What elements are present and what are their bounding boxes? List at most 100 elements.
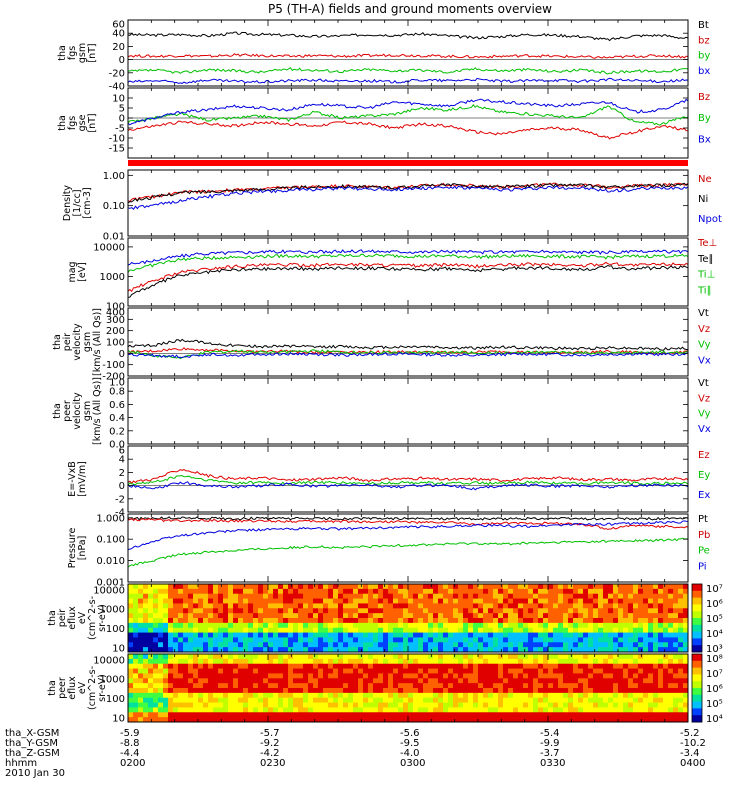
spectrogram-cell (148, 588, 154, 595)
spectrogram-cell (458, 707, 464, 713)
spectrogram-cell (463, 692, 469, 699)
spectrogram-cell (188, 702, 194, 708)
spectrogram-cell (238, 712, 244, 718)
spectrogram-cell (368, 588, 374, 595)
spectrogram-cell (633, 627, 639, 634)
spectrogram-cell (383, 668, 389, 674)
spectrogram-cell (488, 647, 494, 653)
spectrogram-cell (518, 702, 524, 708)
spectrogram-cell (313, 678, 319, 684)
spectrogram-cell (658, 678, 664, 684)
spectrogram-cell (498, 632, 504, 638)
spectrogram-cell (618, 622, 624, 629)
y-tick-label: 0.6 (109, 400, 125, 411)
spectrogram-cell (443, 692, 449, 699)
spectrogram-cell (273, 688, 279, 694)
spectrogram-cell (483, 608, 489, 614)
spectrogram-cell (443, 608, 449, 614)
spectrogram-cell (238, 613, 244, 619)
spectrogram-cell (133, 692, 139, 699)
spectrogram-cell (268, 613, 274, 619)
spectrogram-cell (623, 683, 629, 689)
spectrogram-cell (228, 712, 234, 718)
spectrogram-cell (258, 717, 264, 723)
spectrogram-cell (243, 697, 249, 704)
spectrogram-cell (283, 707, 289, 713)
spectrogram-cell (248, 642, 254, 648)
spectrogram-cell (588, 712, 594, 718)
spectrogram-cell (453, 608, 459, 614)
spectrogram-cell (248, 712, 254, 718)
spectrogram-cell (658, 588, 664, 595)
spectrogram-cell (178, 688, 184, 694)
spectrogram-cell (233, 702, 239, 708)
spectrogram-cell (353, 642, 359, 648)
spectrogram-cell (463, 598, 469, 604)
spectrogram-cell (208, 717, 214, 723)
spectrogram-cell (143, 593, 149, 600)
spectrogram-cell (288, 622, 294, 629)
spectrogram-cell (608, 642, 614, 648)
spectrogram-cell (183, 688, 189, 694)
spectrogram-cell (353, 584, 359, 590)
spectrogram-cell (603, 593, 609, 600)
spectrogram-cell (518, 688, 524, 694)
spectrogram-cell (408, 658, 414, 665)
spectrogram-cell (638, 603, 644, 609)
spectrogram-cell (458, 603, 464, 609)
spectrogram-cell (138, 717, 144, 723)
spectrogram-cell (443, 632, 449, 638)
spectrogram-cell (268, 654, 274, 660)
spectrogram-cell (243, 598, 249, 604)
spectrogram-cell (163, 702, 169, 708)
spectrogram-cell (518, 584, 524, 590)
spectrogram-cell (548, 688, 554, 694)
spectrogram-cell (453, 697, 459, 704)
spectrogram-cell (133, 668, 139, 674)
spectrogram-cell (518, 603, 524, 609)
spectrogram-cell (418, 697, 424, 704)
spectrogram-cell (408, 688, 414, 694)
spectrogram-cell (238, 717, 244, 723)
y-tick-label: -40 (109, 82, 125, 93)
spectrogram-cell (568, 584, 574, 590)
spectrogram-cell (298, 678, 304, 684)
spectrogram-cell (133, 627, 139, 634)
spectrogram-cell (238, 697, 244, 704)
spectrogram-cell (393, 668, 399, 674)
spectrogram-cell (608, 717, 614, 723)
spectrogram-cell (643, 668, 649, 674)
spectrogram-cell (658, 647, 664, 653)
spectrogram-cell (318, 668, 324, 674)
spectrogram-cell (343, 717, 349, 723)
spectrogram-cell (578, 678, 584, 684)
y-axis-label-line: peir (62, 333, 73, 352)
spectrogram-cell (483, 654, 489, 660)
spectrogram-cell (403, 593, 409, 600)
spectrogram-cell (538, 622, 544, 629)
spectrogram-cell (578, 598, 584, 604)
y-axis-label-line: eflux (67, 606, 78, 630)
spectrogram-cell (243, 712, 249, 718)
spectrogram-cell (683, 707, 689, 713)
spectrogram-cell (428, 598, 434, 604)
spectrogram-cell (178, 584, 184, 590)
spectrogram-cell (643, 613, 649, 619)
spectrogram-cell (408, 603, 414, 609)
spectrogram-cell (378, 663, 384, 670)
spectrogram-cell (608, 688, 614, 694)
spectrogram-cell (148, 707, 154, 713)
spectrogram-cell (403, 668, 409, 674)
spectrogram-cell (138, 668, 144, 674)
spectrogram-cell (173, 613, 179, 619)
spectrogram-cell (293, 593, 299, 600)
spectrogram-cell (178, 692, 184, 699)
spectrogram-cell (338, 627, 344, 634)
spectrogram-cell (323, 702, 329, 708)
spectrogram-cell (173, 627, 179, 634)
spectrogram-cell (473, 668, 479, 674)
spectrogram-cell (408, 712, 414, 718)
spectrogram-cell (443, 688, 449, 694)
spectrogram-cell (293, 632, 299, 638)
spectrogram-cell (143, 658, 149, 665)
